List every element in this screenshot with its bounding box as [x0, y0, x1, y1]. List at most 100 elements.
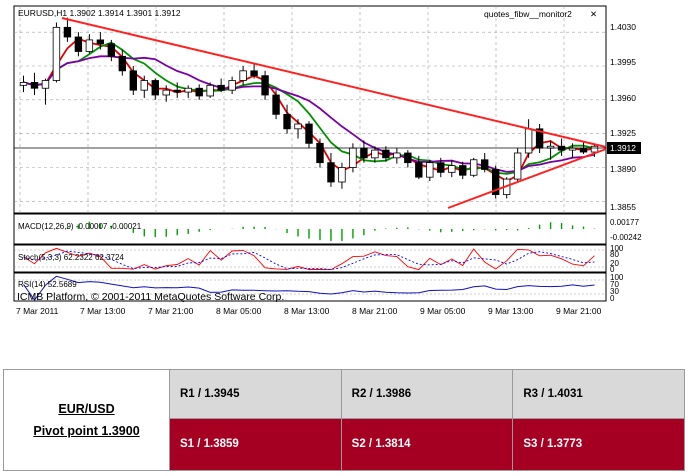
- stoch-main-line: [23, 247, 595, 271]
- candle-body: [250, 70, 258, 77]
- trendlines: [61, 17, 607, 209]
- rsi-panel[interactable]: [13, 272, 607, 302]
- candle-body: [316, 142, 324, 164]
- candle-body: [459, 165, 467, 176]
- support-2-cell: S2 / 1.3814: [340, 417, 514, 472]
- price-tick: 1.3855: [610, 202, 636, 212]
- candle-body: [524, 128, 533, 154]
- candle-body: [415, 162, 423, 178]
- candle-body: [74, 36, 83, 52]
- candle-body: [217, 84, 225, 91]
- time-tick: 9 Mar 21:00: [556, 306, 602, 316]
- time-tick: 9 Mar 13:00: [488, 306, 534, 316]
- stoch-signal-line: [23, 250, 595, 270]
- candle-body: [338, 167, 346, 183]
- time-tick: 7 Mar 21:00: [148, 306, 194, 316]
- candle-body: [195, 87, 203, 97]
- candle-body: [327, 162, 335, 183]
- support-1-cell: S1 / 1.3859: [169, 417, 342, 472]
- candle-body: [129, 70, 137, 91]
- current-price-badge: [607, 142, 641, 154]
- time-tick: 7 Mar 13:00: [80, 306, 126, 316]
- candle-body: [481, 159, 489, 170]
- time-tick: 9 Mar 05:00: [420, 306, 466, 316]
- candle-body: [239, 70, 247, 81]
- candle-body: [393, 152, 401, 159]
- price-chart-window[interactable]: EURUSD,H1 1.3902 1.3914 1.3901 1.3912 qu…: [0, 0, 688, 325]
- time-tick: 8 Mar 05:00: [216, 306, 262, 316]
- candle-body: [52, 26, 61, 81]
- candle-body: [382, 149, 390, 159]
- macd-tick: 0.00177: [610, 218, 639, 227]
- price-tick: 1.4030: [610, 22, 636, 32]
- candle-body: [404, 152, 412, 164]
- stochastic-lines: [23, 247, 595, 271]
- time-tick: 8 Mar 21:00: [352, 306, 398, 316]
- rsi-label: RSI(14) 52.5689: [18, 280, 77, 289]
- candle-body: [173, 89, 181, 93]
- candle-body: [107, 43, 116, 57]
- candle-body: [162, 89, 170, 96]
- candle-body: [140, 80, 148, 91]
- main-chart-frame: [13, 5, 607, 214]
- candle-body: [118, 55, 127, 72]
- rsi-tick: 30: [610, 287, 619, 296]
- time-axis: 7 Mar 2011 7 Mar 13:00 7 Mar 21:00 8 Mar…: [16, 306, 602, 316]
- resistance-1-cell: R1 / 1.3945: [169, 369, 342, 419]
- candle-body: [491, 169, 500, 195]
- macd-histogram: [66, 221, 596, 241]
- candle-body: [349, 147, 357, 168]
- candle-body: [470, 159, 478, 176]
- symbol-header: EURUSD,H1 1.3902 1.3914 1.3901 1.3912: [18, 8, 181, 18]
- copyright-text: ICMB Platform, © 2001-2011 MetaQuotes So…: [17, 291, 284, 303]
- stoch-tick: 20: [610, 259, 619, 268]
- price-axis: 1.4030 1.3995 1.3960 1.3925 1.3890 1.385…: [610, 22, 636, 212]
- pivot-points-table: EUR/USD Pivot point 1.3900 R1 / 1.3945 R…: [3, 369, 685, 472]
- main-chart-grid: [14, 6, 606, 301]
- price-tick: 1.3925: [610, 128, 636, 138]
- price-tick: 1.3890: [610, 164, 636, 174]
- time-tick: 8 Mar 13:00: [284, 306, 330, 316]
- candle-body: [590, 145, 599, 153]
- candle-body: [426, 162, 434, 178]
- macd-label: MACD(12,26,9) -0.00007 -0.00021: [18, 222, 142, 231]
- stochastic-label: Stoch(5,3,3) 62.2322 62.3724: [18, 253, 124, 262]
- candle-body: [294, 123, 302, 130]
- price-tick: 1.3995: [610, 57, 636, 67]
- resistance-3-cell: R3 / 1.4031: [512, 369, 685, 419]
- candle-body: [96, 39, 105, 45]
- rsi-tick: 70: [610, 280, 619, 289]
- candle-body: [283, 113, 291, 130]
- pair-link[interactable]: EUR/USD: [58, 402, 115, 416]
- price-tick: 1.3960: [610, 93, 636, 103]
- resistance-2-cell: R2 / 1.3986: [340, 369, 514, 419]
- candle-body: [568, 147, 577, 151]
- stoch-tick: 100: [610, 244, 624, 253]
- candle-body: [448, 165, 456, 173]
- candle-body: [261, 75, 269, 96]
- candle-body: [206, 84, 214, 97]
- stochastic-panel[interactable]: [13, 244, 607, 273]
- candle-body: [272, 94, 280, 115]
- close-indicator-icon[interactable]: ✕: [590, 9, 597, 19]
- price-chart[interactable]: EURUSD,H1 1.3902 1.3914 1.3901 1.3912 qu…: [0, 0, 688, 325]
- candle-body: [41, 80, 50, 89]
- current-price-value: 1.3912: [610, 143, 636, 153]
- candle-body: [360, 147, 368, 159]
- lower-trendline[interactable]: [447, 148, 607, 209]
- candle-body: [371, 149, 379, 159]
- rsi-tick: 0: [610, 294, 615, 303]
- stoch-tick: 0: [610, 265, 615, 274]
- time-tick: 7 Mar 2011: [16, 306, 59, 316]
- pair-cell: EUR/USD Pivot point 1.3900: [3, 369, 170, 471]
- candle-body: [19, 82, 28, 86]
- pivot-point-link[interactable]: Pivot point 1.3900: [33, 424, 140, 438]
- candle-body: [85, 39, 94, 52]
- upper-trendline[interactable]: [61, 17, 607, 148]
- candle-body: [151, 80, 159, 96]
- candle-body: [437, 162, 445, 173]
- candle-body: [579, 147, 588, 153]
- stoch-tick: 80: [610, 250, 619, 259]
- indicator-name: quotes_fibw__monitor2: [484, 9, 572, 19]
- candle-body: [30, 82, 39, 89]
